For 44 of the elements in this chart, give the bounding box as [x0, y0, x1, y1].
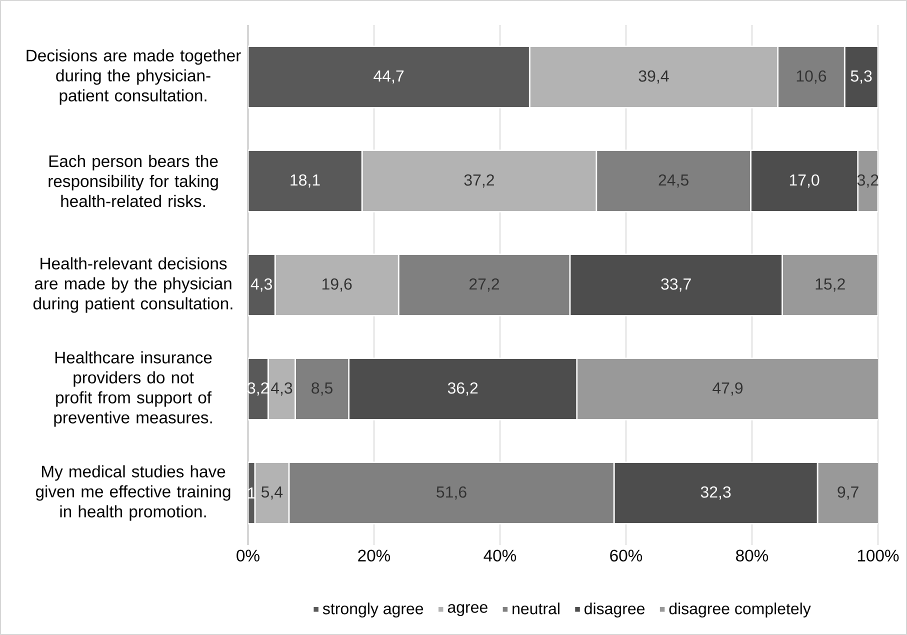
- legend-label: strongly agree: [322, 602, 424, 618]
- x-tick-label: 80%: [736, 550, 768, 562]
- data-label: 32,3: [700, 486, 731, 500]
- bar: [248, 150, 363, 212]
- data-label: 15,2: [816, 278, 845, 292]
- data-label: 17,0: [790, 174, 820, 188]
- data-label: 47,9: [712, 382, 743, 396]
- data-label: 4,3: [270, 382, 292, 396]
- data-label: 18,1: [290, 174, 320, 188]
- x-tick-label: 40%: [484, 550, 516, 562]
- data-label: 24,5: [658, 174, 688, 188]
- legend-label: disagree completely: [669, 602, 811, 618]
- bar: [248, 254, 276, 316]
- bar: [782, 254, 878, 316]
- data-label: 9,7: [838, 486, 858, 500]
- y-tick-label: My medical studies have given me effective training in health promotion.: [36, 465, 230, 521]
- y-tick-label: Health-relevant decisions are made by the physician during patient consultation.: [33, 257, 232, 313]
- bar: [576, 358, 878, 420]
- y-tick-label: Healthcare insurance providers do not profit from support of preventive measures.: [54, 351, 212, 427]
- legend-label: disagree: [584, 602, 645, 618]
- data-label: 4,3: [250, 278, 272, 292]
- y-tick-label: Decisions are made together during the physician-patient consultation.: [26, 49, 241, 105]
- data-label: 10,6: [796, 70, 826, 84]
- bar: [248, 46, 530, 108]
- data-label: 19,6: [322, 278, 352, 292]
- data-label: 39,4: [638, 70, 669, 84]
- data-label: 36,2: [448, 382, 478, 396]
- data-label: 27,2: [469, 278, 500, 292]
- data-label: 51,6: [436, 486, 466, 500]
- x-tick-label: 100%: [858, 550, 899, 562]
- bar: [816, 462, 878, 524]
- x-tick-label: 0%: [236, 550, 260, 562]
- x-tick-label: 60%: [610, 550, 642, 562]
- data-label: 5,4: [261, 486, 283, 500]
- data-label: 1: [248, 487, 256, 498]
- x-tick-label: 20%: [358, 550, 390, 562]
- data-label: 33,7: [661, 278, 691, 292]
- data-label: 5,3: [850, 70, 872, 84]
- legend-label: neutral: [512, 602, 560, 614]
- data-label: 44,7: [374, 70, 404, 84]
- data-label: 8,5: [312, 382, 332, 396]
- legend-label: agree: [448, 604, 488, 616]
- data-label: 37,2: [464, 174, 494, 188]
- y-tick-label: Each person bears the responsibility for taking health-related risks.: [48, 154, 218, 208]
